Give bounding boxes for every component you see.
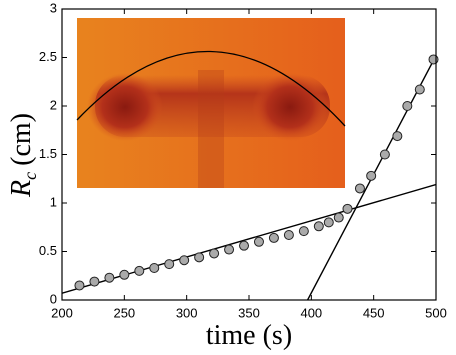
data-point [253, 236, 264, 247]
y-symbol: R [6, 180, 37, 198]
y-axis-label: Rc (cm) [6, 113, 40, 198]
y-tick-label: 0.5 [39, 243, 57, 258]
data-point [89, 276, 100, 287]
y-subscript: c [20, 172, 40, 180]
data-point [104, 272, 115, 283]
data-point [209, 248, 220, 259]
data-point [313, 221, 324, 232]
y-tick-label: 0 [50, 291, 57, 306]
x-tick-label: 400 [300, 305, 322, 320]
data-point [392, 131, 403, 142]
x-tick-label: 300 [176, 305, 198, 320]
inset-photo [76, 18, 346, 188]
data-point [224, 244, 235, 255]
data-point [414, 84, 425, 95]
x-tick-label: 450 [363, 305, 385, 320]
data-point [119, 269, 130, 280]
data-point [402, 101, 413, 111]
data-point [323, 217, 334, 228]
data-point [164, 259, 175, 270]
y-unit: (cm) [6, 113, 37, 166]
y-tick-label: 1.5 [39, 146, 57, 161]
y-tick-label: 2.5 [39, 49, 57, 64]
data-point [179, 255, 190, 266]
fit-line [62, 183, 436, 294]
data-point [379, 149, 390, 160]
data-point [333, 212, 344, 223]
data-point [342, 203, 353, 214]
y-tick-label: 3 [50, 0, 57, 15]
x-tick-label: 350 [238, 305, 260, 320]
data-point [283, 230, 294, 241]
plot-frame [61, 8, 437, 301]
x-tick-label: 200 [51, 305, 73, 320]
data-point [354, 183, 365, 194]
x-tick-label: 500 [425, 305, 447, 320]
x-axis-label: time (s) [206, 320, 292, 351]
data-point [298, 226, 309, 237]
data-point [74, 280, 85, 291]
y-tick-label: 1 [50, 194, 57, 209]
data-point [194, 252, 205, 263]
data-point [149, 262, 160, 273]
data-point [268, 232, 279, 243]
y-tick-label: 2 [50, 97, 57, 112]
data-point [428, 54, 439, 65]
x-tick-label: 250 [113, 305, 135, 320]
data-point [366, 170, 377, 181]
data-point [134, 265, 145, 276]
data-point [239, 240, 250, 251]
